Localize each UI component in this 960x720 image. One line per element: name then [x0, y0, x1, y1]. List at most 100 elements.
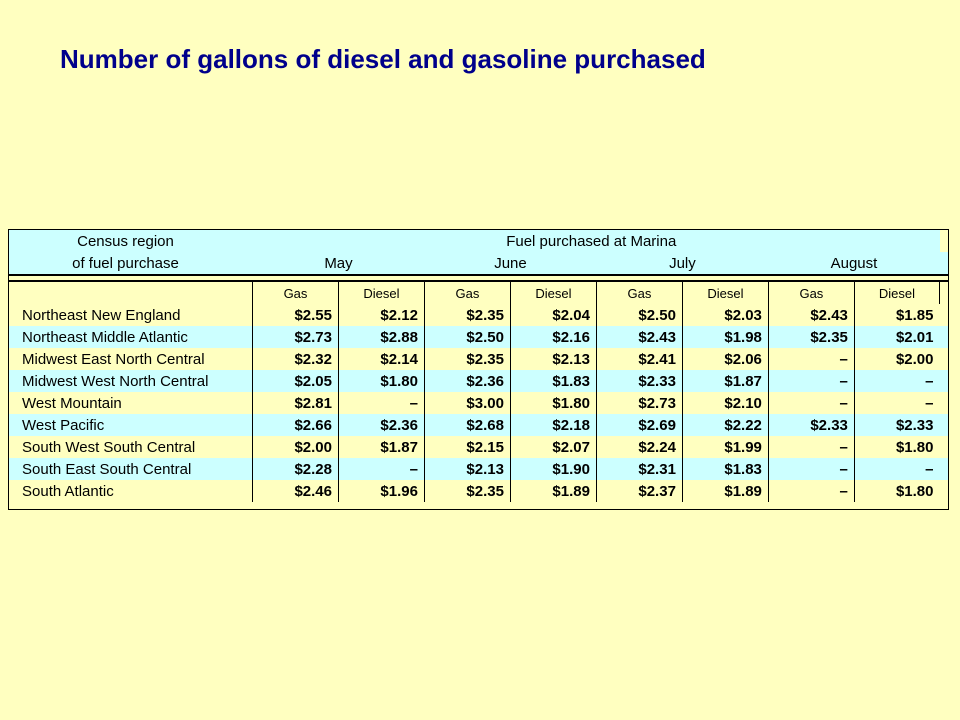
fuel-type-header: Gas	[595, 281, 683, 304]
region-cell: South West South Central	[8, 436, 243, 458]
price-cell: $1.89	[509, 480, 597, 502]
table-row: South East South Central $2.28– $2.13 $1.90…	[8, 458, 949, 480]
price-cell: $2.04	[509, 304, 597, 326]
table-row: Northeast Middle Atlantic $2.73 $2.88 $2.50…	[8, 326, 949, 348]
region-cell: South Atlantic	[8, 480, 243, 502]
table-row: West Pacific $2.66 $2.36 $2.68 $2.18 $2.69 $2.…	[8, 414, 949, 436]
price-cell: $2.50	[595, 304, 683, 326]
fuel-type-header: Diesel	[681, 281, 769, 304]
price-cell: –	[337, 392, 425, 414]
price-cell: $2.05	[252, 370, 339, 392]
price-cell: $2.43	[595, 326, 683, 348]
price-cell: $2.68	[423, 414, 511, 436]
fuel-type-header: Diesel	[337, 281, 425, 304]
price-cell: $2.35	[423, 304, 511, 326]
header-row-1: Census region Fuel purchased at Marina	[8, 229, 949, 252]
spacer-row	[8, 275, 949, 282]
page-title: Number of gallons of diesel and gasoline…	[60, 44, 706, 74]
price-cell: –	[767, 480, 855, 502]
price-cell: $2.32	[252, 348, 339, 370]
price-cell: $1.90	[509, 458, 597, 480]
price-cell: $1.96	[337, 480, 425, 502]
price-cell: –	[767, 436, 855, 458]
price-cell: $2.35	[423, 348, 511, 370]
price-cell: $3.00	[423, 392, 511, 414]
fuel-type-header: Diesel	[509, 281, 597, 304]
price-cell: –	[767, 392, 855, 414]
price-cell: –	[853, 370, 940, 392]
price-cell: $2.22	[681, 414, 769, 436]
fuel-type-header: Gas	[767, 281, 855, 304]
price-cell: $2.15	[423, 436, 511, 458]
region-cell: Midwest East North Central	[8, 348, 243, 370]
price-cell: $2.33	[595, 370, 683, 392]
price-cell: $1.83	[681, 458, 769, 480]
month-header-june: June	[424, 252, 597, 276]
fuel-type-header: Gas	[423, 281, 511, 304]
fuel-table: Census region Fuel purchased at Marina o…	[8, 229, 949, 502]
region-cell: West Mountain	[8, 392, 243, 414]
price-cell: $1.83	[509, 370, 597, 392]
price-cell: –	[853, 392, 940, 414]
price-cell: –	[767, 370, 855, 392]
table-row: South Atlantic $2.46 $1.96 $2.35 $1.89 $2.37 $…	[8, 480, 949, 502]
price-cell: $1.80	[853, 480, 940, 502]
price-cell: $2.00	[853, 348, 940, 370]
price-cell: $1.99	[681, 436, 769, 458]
price-cell: $2.46	[252, 480, 339, 502]
region-cell: South East South Central	[8, 458, 243, 480]
price-cell: $2.12	[337, 304, 425, 326]
price-cell: $1.87	[681, 370, 769, 392]
region-cell: Midwest West North Central	[8, 370, 243, 392]
price-cell: $2.07	[509, 436, 597, 458]
price-cell: $2.43	[767, 304, 855, 326]
month-header-july: July	[596, 252, 769, 276]
price-cell: $1.80	[853, 436, 940, 458]
price-cell: $2.73	[252, 326, 339, 348]
price-cell: $2.50	[423, 326, 511, 348]
price-cell: $2.18	[509, 414, 597, 436]
price-cell: –	[337, 458, 425, 480]
price-cell: $2.13	[509, 348, 597, 370]
price-cell: $1.89	[681, 480, 769, 502]
table-row: West Mountain $2.81– $3.00 $1.80 $2.73 $2.10–…	[8, 392, 949, 414]
table-row: Midwest East North Central $2.32 $2.14 $2.3…	[8, 348, 949, 370]
region-header-line1: Census region	[8, 229, 243, 252]
price-cell: $1.87	[337, 436, 425, 458]
fuel-type-header: Diesel	[853, 281, 940, 304]
month-header-august: August	[768, 252, 940, 276]
price-cell: $2.36	[337, 414, 425, 436]
price-cell: $2.06	[681, 348, 769, 370]
price-cell: –	[767, 458, 855, 480]
table-row: South West South Central $2.00 $1.87 $2.15 $…	[8, 436, 949, 458]
price-cell: $1.98	[681, 326, 769, 348]
price-cell: $2.69	[595, 414, 683, 436]
price-cell: $2.88	[337, 326, 425, 348]
price-cell: $2.03	[681, 304, 769, 326]
price-cell: $2.10	[681, 392, 769, 414]
region-cell: Northeast New England	[8, 304, 243, 326]
fuel-type-header: Gas	[252, 281, 339, 304]
price-cell: –	[767, 348, 855, 370]
price-cell: $2.33	[767, 414, 855, 436]
region-header-line2: of fuel purchase	[8, 252, 243, 276]
group-header: Fuel purchased at Marina	[243, 229, 940, 252]
table-row: Northeast New England $2.55 $2.12 $2.35 $2.0…	[8, 304, 949, 326]
header-row-2: of fuel purchase May June July August	[8, 252, 949, 276]
price-cell: $2.35	[767, 326, 855, 348]
price-cell: $2.37	[595, 480, 683, 502]
price-cell: $1.80	[509, 392, 597, 414]
price-cell: $2.36	[423, 370, 511, 392]
price-cell: –	[853, 458, 940, 480]
price-cell: $2.16	[509, 326, 597, 348]
month-header-may: May	[252, 252, 425, 276]
price-cell: $2.28	[252, 458, 339, 480]
fuel-type-row: Gas Diesel Gas Diesel Gas Diesel Gas Diesel	[8, 281, 949, 304]
region-cell: Northeast Middle Atlantic	[8, 326, 243, 348]
price-cell: $2.14	[337, 348, 425, 370]
price-cell: $2.55	[252, 304, 339, 326]
price-cell: $2.33	[853, 414, 940, 436]
price-cell: $2.81	[252, 392, 339, 414]
price-cell: $1.80	[337, 370, 425, 392]
price-cell: $1.85	[853, 304, 940, 326]
